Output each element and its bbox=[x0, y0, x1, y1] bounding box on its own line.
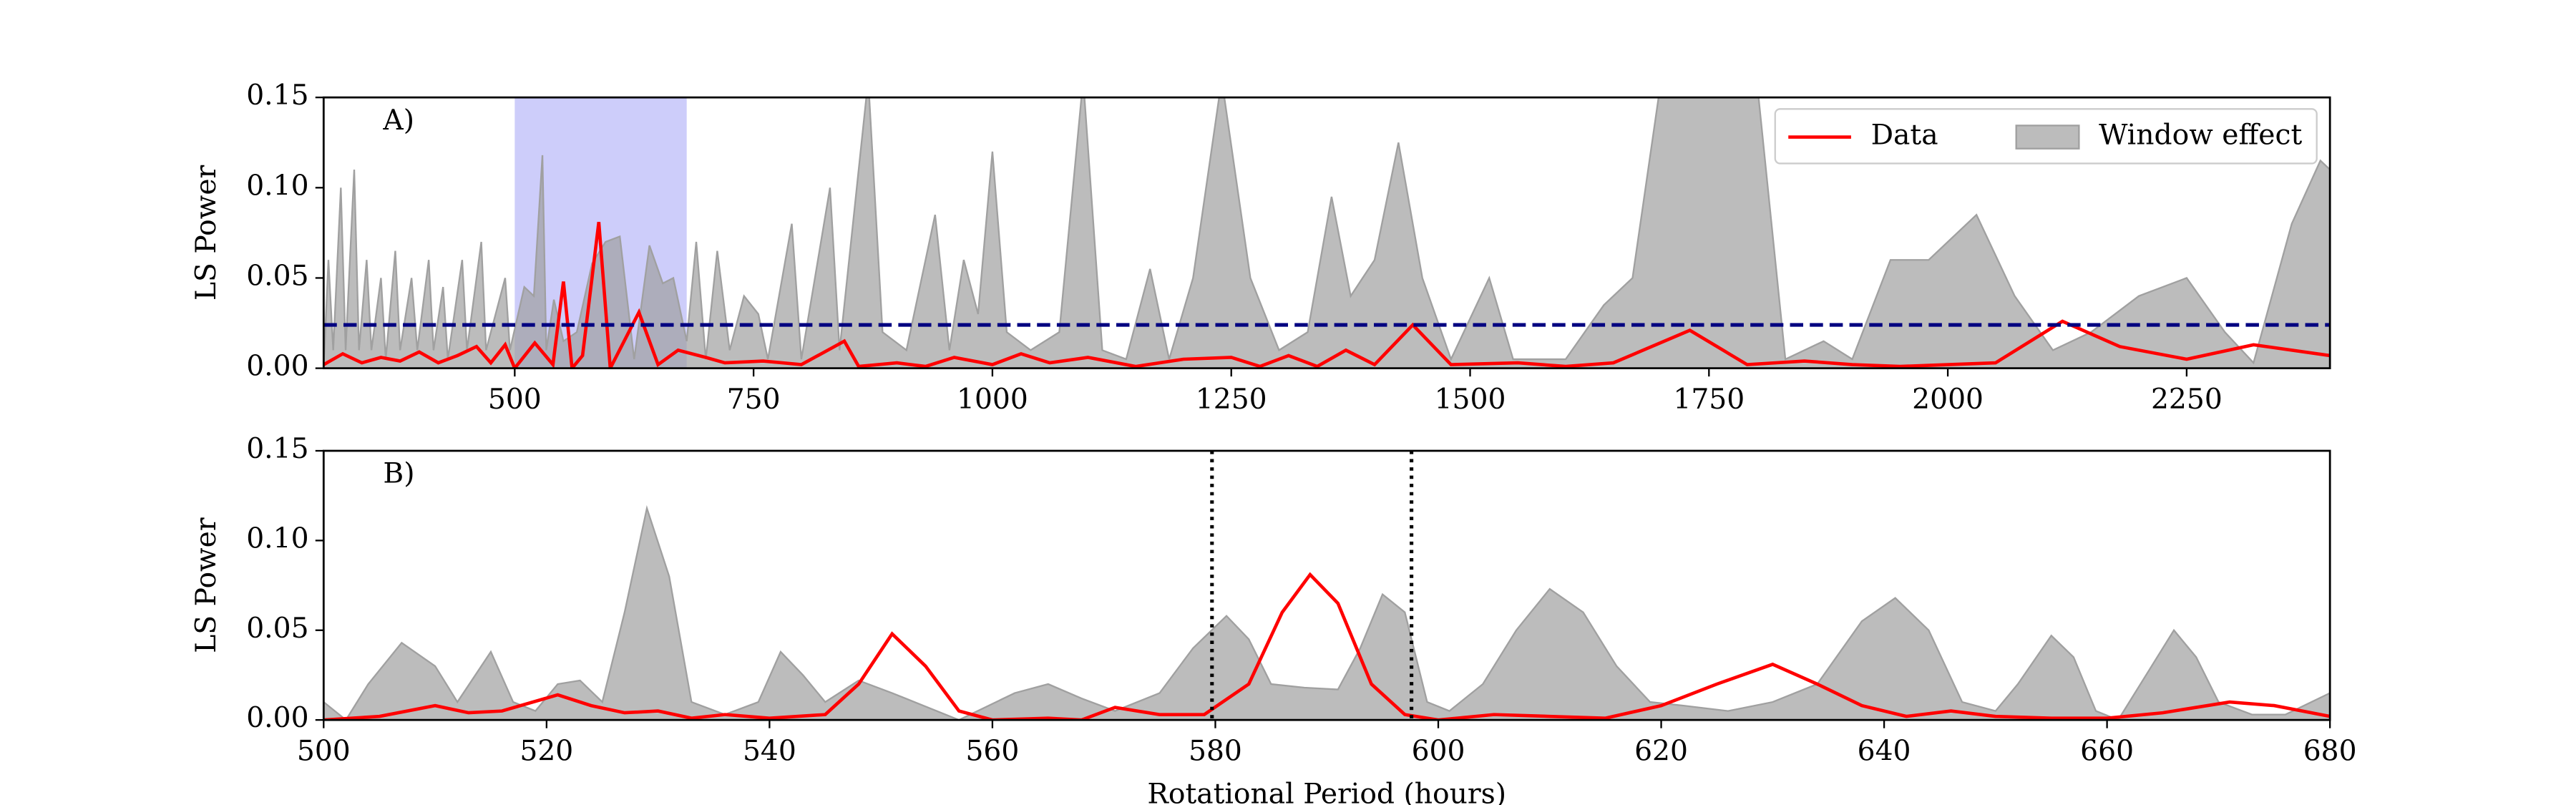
x-tick-label: 2250 bbox=[2151, 384, 2223, 416]
y-axis-label: LS Power bbox=[190, 165, 223, 301]
plot-area bbox=[323, 451, 2331, 721]
y-axis-label: LS Power bbox=[190, 517, 223, 653]
x-tick-label: 680 bbox=[2303, 735, 2357, 767]
y-tick-label: 0.05 bbox=[246, 613, 308, 645]
x-tick-label: 560 bbox=[965, 735, 1019, 767]
x-tick-label: 2000 bbox=[1912, 384, 1984, 416]
plot-frame bbox=[322, 449, 2331, 721]
x-tick-label: 1250 bbox=[1196, 384, 1267, 416]
y-tick-label: 0.15 bbox=[246, 79, 308, 112]
x-axis-label: Rotational Period (hours) bbox=[1147, 778, 1506, 805]
panel-label: B) bbox=[383, 458, 414, 490]
legend-swatch bbox=[2015, 125, 2080, 150]
y-tick-label: 0.00 bbox=[246, 351, 308, 383]
x-tick-label: 640 bbox=[1858, 735, 1911, 767]
y-tick-label: 0.05 bbox=[246, 260, 308, 292]
data-line bbox=[323, 572, 2331, 721]
x-tick-label: 750 bbox=[727, 384, 781, 416]
x-tick-label: 1750 bbox=[1673, 384, 1745, 416]
x-tick-label: 500 bbox=[488, 384, 542, 416]
y-tick-label: 0.00 bbox=[246, 702, 308, 734]
data-line bbox=[323, 221, 2331, 369]
legend-label: Window effect bbox=[2099, 119, 2302, 152]
x-tick-label: 1500 bbox=[1435, 384, 1506, 416]
x-tick-label: 600 bbox=[1412, 735, 1465, 767]
x-tick-label: 520 bbox=[519, 735, 573, 767]
window-area bbox=[323, 504, 2331, 721]
x-tick-label: 660 bbox=[2080, 735, 2134, 767]
x-tick-label: 500 bbox=[297, 735, 351, 767]
x-tick-label: 1000 bbox=[957, 384, 1028, 416]
y-tick-label: 0.15 bbox=[246, 433, 308, 465]
plot-frame bbox=[322, 96, 2331, 369]
y-tick-label: 0.10 bbox=[246, 522, 308, 555]
x-tick-label: 580 bbox=[1189, 735, 1242, 767]
window-area bbox=[323, 97, 2331, 369]
legend-label: Data bbox=[1871, 119, 1938, 152]
plot-area bbox=[323, 97, 2331, 369]
panel-label: A) bbox=[382, 104, 414, 137]
legend: Data Window effect bbox=[1774, 108, 2318, 165]
x-tick-label: 540 bbox=[743, 735, 796, 767]
x-tick-label: 620 bbox=[1634, 735, 1688, 767]
y-tick-label: 0.10 bbox=[246, 170, 308, 202]
